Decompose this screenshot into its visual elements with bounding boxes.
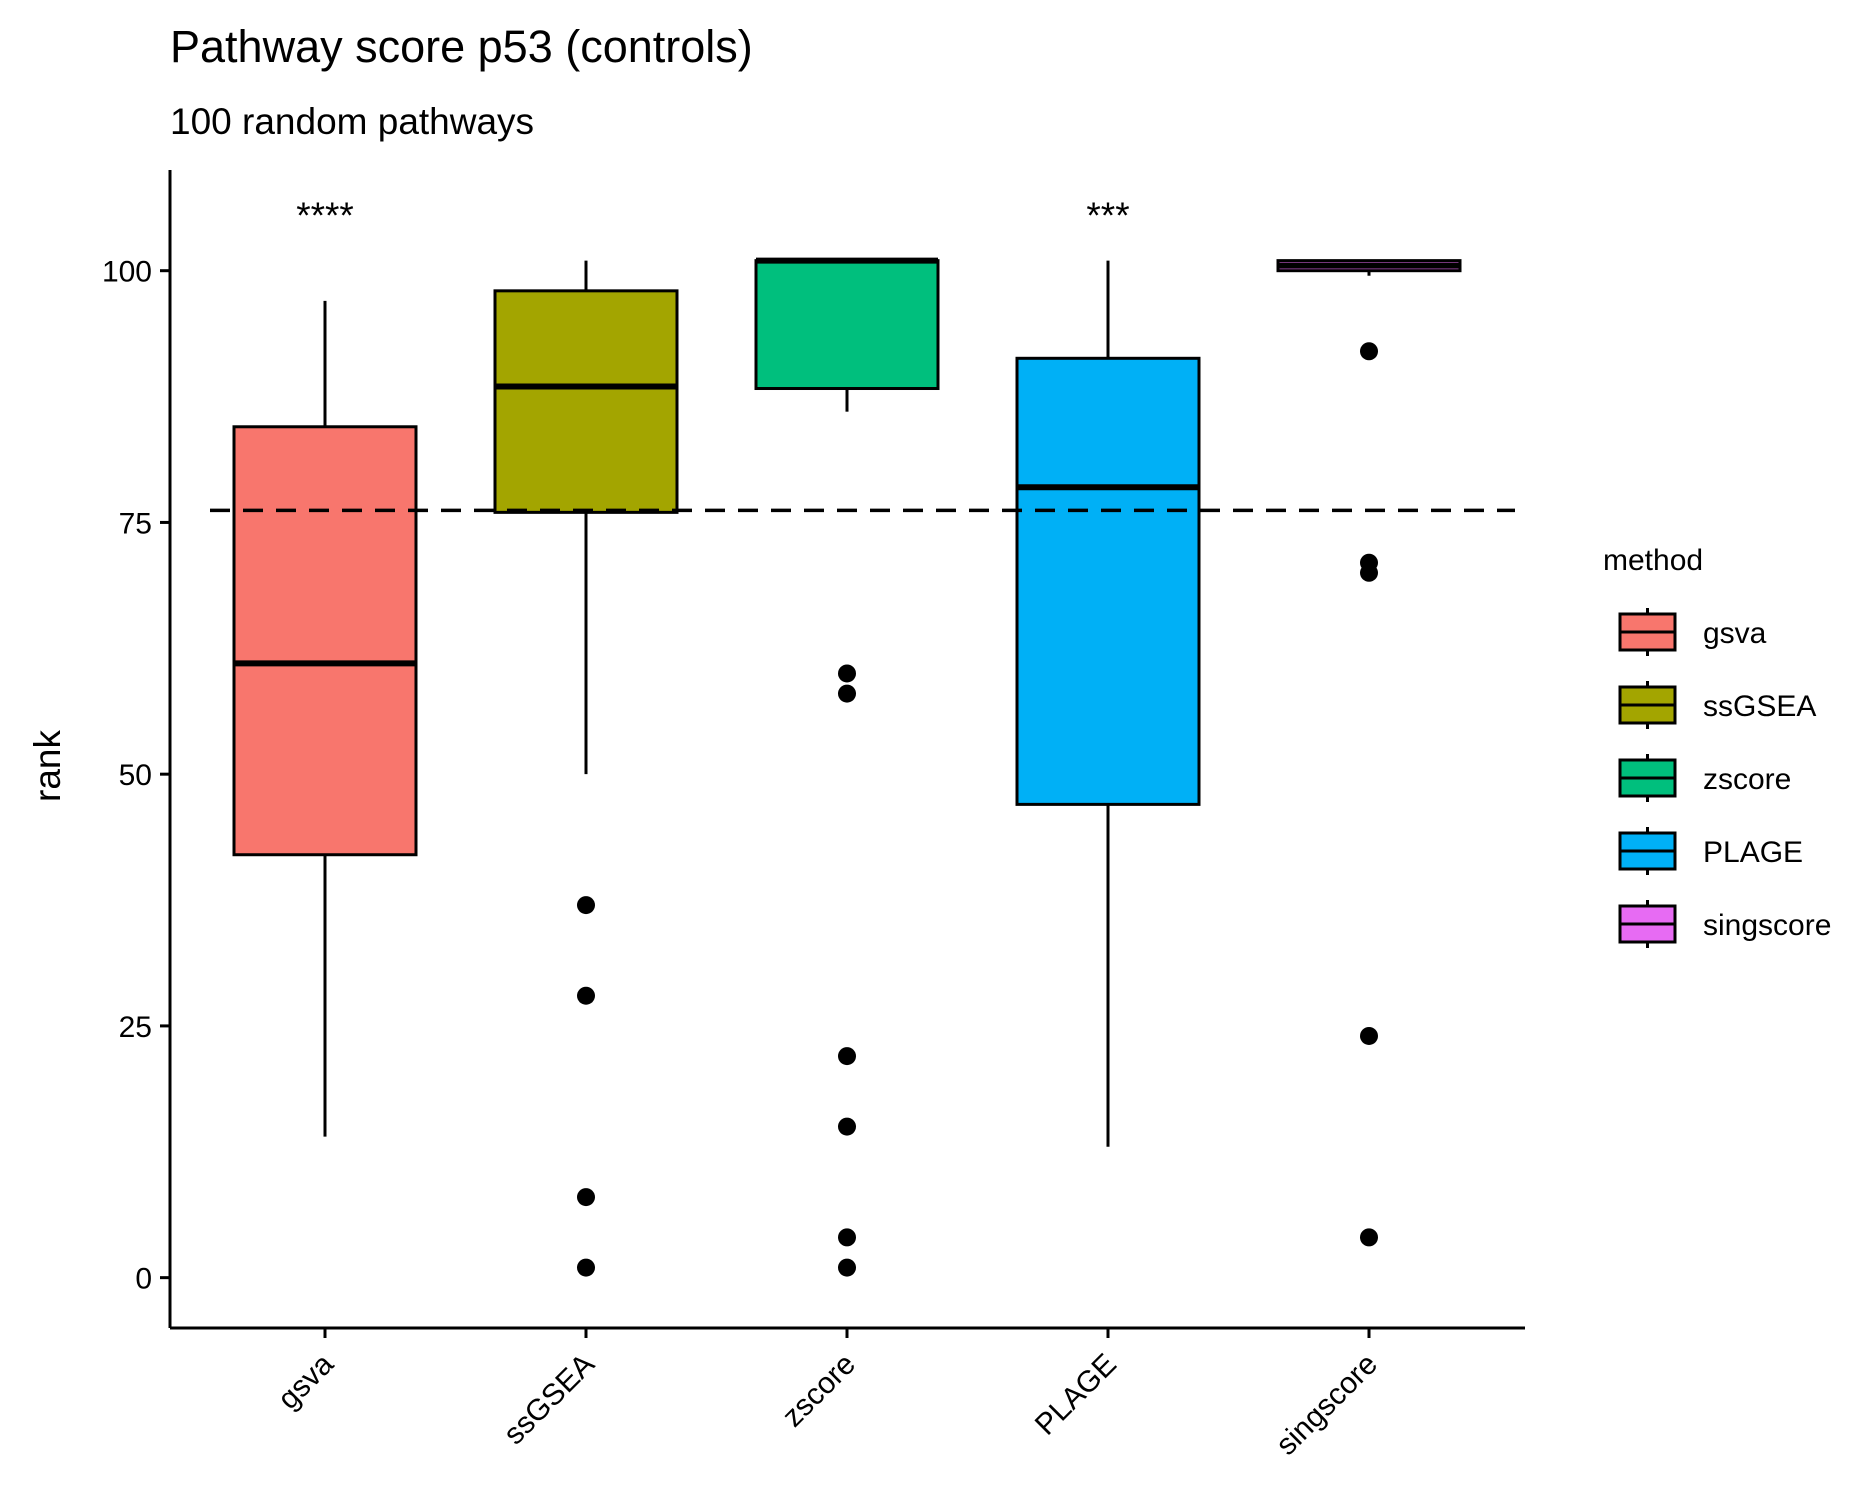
- outlier-point: [577, 896, 595, 915]
- x-tick-label-gsva: gsva: [272, 1347, 340, 1415]
- legend-label: gsva: [1703, 617, 1767, 650]
- outlier-point: [1360, 1228, 1378, 1247]
- outlier-point: [1360, 342, 1378, 361]
- box-zscore: [754, 257, 940, 1277]
- outlier-point: [838, 1228, 856, 1247]
- legend-title: method: [1603, 544, 1703, 577]
- iqr-box: [754, 259, 940, 391]
- y-tick-label: 100: [102, 256, 152, 289]
- outlier-point: [838, 1117, 856, 1136]
- x-tick-label-singscore: singscore: [1270, 1348, 1384, 1462]
- legend-label: zscore: [1703, 763, 1791, 796]
- box-gsva: ****: [232, 195, 418, 1137]
- box-plage: ***: [1015, 195, 1201, 1147]
- significance-label: ****: [296, 195, 354, 236]
- x-tick-label-plage: PLAGE: [1029, 1348, 1123, 1442]
- y-axis-title: rank: [27, 730, 68, 802]
- iqr-box: [493, 289, 679, 514]
- outlier-point: [577, 1188, 595, 1207]
- significance-label: ***: [1086, 195, 1129, 236]
- chart-title: Pathway score p53 (controls): [170, 21, 753, 72]
- outlier-point: [577, 986, 595, 1005]
- legend-label: singscore: [1703, 909, 1831, 942]
- legend: gsva ssGSEA zscore PLAGE singscore: [1618, 608, 1831, 948]
- chart-subtitle: 100 random pathways: [170, 101, 534, 142]
- legend-item-singscore: singscore: [1618, 900, 1831, 948]
- y-tick-label: 25: [119, 1011, 152, 1044]
- legend-item-gsva: gsva: [1618, 608, 1767, 656]
- outlier-point: [838, 1047, 856, 1066]
- box-singscore: [1276, 259, 1462, 1247]
- outlier-point: [838, 684, 856, 703]
- iqr-box: [1015, 356, 1201, 806]
- legend-label: ssGSEA: [1703, 690, 1816, 723]
- legend-item-zscore: zscore: [1618, 754, 1791, 802]
- y-tick-label: 0: [135, 1263, 152, 1296]
- y-tick-label: 50: [119, 759, 152, 792]
- legend-item-plage: PLAGE: [1618, 827, 1803, 875]
- x-tick-label-ssgsea: ssGSEA: [497, 1348, 601, 1452]
- x-tick-label-zscore: zscore: [776, 1348, 862, 1434]
- outlier-point: [838, 664, 856, 683]
- legend-label: PLAGE: [1703, 836, 1803, 869]
- plot-area: **** ***: [210, 195, 1515, 1277]
- outlier-point: [1360, 1026, 1378, 1045]
- outlier-point: [577, 1258, 595, 1277]
- box-ssgsea: [493, 260, 679, 1277]
- y-tick-label: 75: [119, 507, 152, 540]
- legend-item-ssgsea: ssGSEA: [1618, 681, 1816, 729]
- outlier-point: [838, 1258, 856, 1277]
- iqr-box: [232, 425, 418, 857]
- outlier-point: [1360, 563, 1378, 582]
